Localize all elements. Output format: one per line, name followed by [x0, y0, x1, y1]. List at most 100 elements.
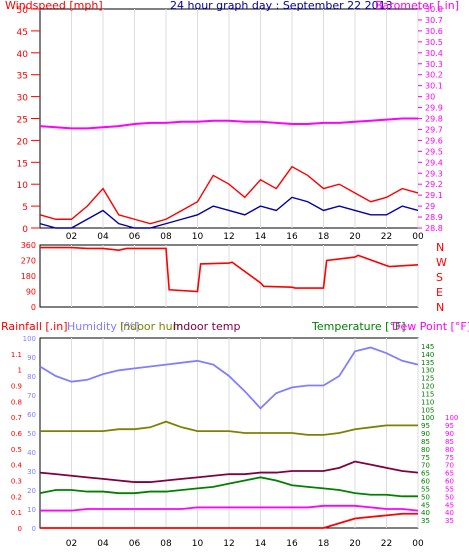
- humidity-tick-label: 100: [23, 335, 36, 343]
- rainfall-tick-label: 0.2: [11, 493, 22, 501]
- series-line-indoor-hum: [40, 420, 418, 436]
- hour-tick-label: 20: [349, 232, 361, 242]
- hour-tick-label: 04: [97, 232, 109, 242]
- rainfall-axis-ticks: 0 0.1 0.2 0.3 0.4 0.5 0.6 0.7 0.8 0.9 1 1.1: [11, 351, 23, 533]
- barometer-tick-label: 30.4: [425, 49, 443, 58]
- rainfall-tick-label: 0.8: [11, 398, 22, 406]
- temperature-tick-label: 90: [421, 430, 430, 438]
- barometer-tick-label: 29.1: [425, 191, 443, 200]
- barometer-tick-label: 29.5: [425, 147, 443, 156]
- barometer-tick-label: 28.8: [425, 224, 443, 233]
- barometer-tick-label: 29.6: [425, 136, 443, 145]
- series-line-rainfall-in-: [40, 512, 418, 529]
- barometer-tick-label: 29.3: [425, 169, 443, 178]
- direction-tick-label: 270: [21, 257, 36, 266]
- temperature-tick-label: 120: [421, 383, 434, 391]
- series-line-temperature-f-: [39, 476, 418, 498]
- windspeed-tick-label: 35: [17, 72, 28, 82]
- direction-tick-label: 90: [26, 288, 36, 297]
- dewpoint-tick-label: 70: [445, 462, 454, 470]
- dewpoint-tick-label: 80: [445, 446, 454, 454]
- hour-tick-label: 12: [223, 232, 234, 242]
- panel-wind-dir-left-ticks: 0 90 180 270 360: [21, 241, 36, 312]
- rainfall-tick-label: 1: [18, 367, 22, 375]
- chart-title: 24 hour graph day : September 22 2013: [170, 0, 393, 12]
- temperature-tick-label: 95: [421, 422, 430, 430]
- hour-tick-label: 08: [160, 539, 172, 549]
- barometer-tick-label: 30.6: [425, 27, 443, 36]
- panel-wind-baro-grid: [71, 9, 419, 228]
- windspeed-tick-label: 10: [17, 181, 29, 191]
- rainfall-tick-label: 0.7: [11, 414, 22, 422]
- panel-wind-baro-left-ticks: 0 5 10 15 20 25 30 35 40 45 50: [17, 6, 40, 235]
- temperature-tick-label: 70: [421, 462, 430, 470]
- windspeed-tick-label: 0: [22, 225, 28, 235]
- temperature-tick-label: 125: [421, 375, 434, 383]
- temperature-tick-label: 75: [421, 454, 430, 462]
- dewpoint-tick-label: 75: [445, 454, 454, 462]
- direction-tick-label: 180: [21, 272, 36, 281]
- temperature-tick-label: 60: [421, 478, 430, 486]
- panel-wind-dir-series: [40, 246, 419, 293]
- compass-label: N: [436, 241, 444, 254]
- dewpoint-tick-label: 55: [445, 485, 454, 493]
- temperature-tick-label: 80: [421, 446, 430, 454]
- temperature-tick-label: 130: [421, 367, 434, 375]
- hour-tick-label: 16: [286, 539, 298, 549]
- temperature-tick-label: 140: [421, 351, 434, 359]
- dewpoint-tick-label: 60: [445, 478, 454, 486]
- dewpoint-tick-label: 85: [445, 438, 454, 446]
- rainfall-tick-label: 1.1: [11, 351, 22, 359]
- temperature-axis-ticks: 3540455055606570758085909510010511011512…: [421, 343, 434, 525]
- legend-rainfall: Rainfall [.in]: [1, 320, 68, 333]
- direction-tick-label: 0: [31, 303, 36, 312]
- barometer-tick-label: 30.5: [425, 38, 443, 47]
- temperature-tick-label: 100: [421, 414, 434, 422]
- panel-weather-series: [39, 346, 419, 529]
- rainfall-tick-label: 0.3: [11, 478, 22, 486]
- compass-label: S: [436, 271, 443, 284]
- hour-tick-label: 18: [318, 232, 330, 242]
- hour-tick-label: 00: [412, 232, 424, 242]
- hour-tick-label: 14: [255, 539, 267, 549]
- compass-label: E: [436, 286, 443, 299]
- barometer-tick-label: 30.2: [425, 71, 443, 80]
- hour-tick-label: 04: [97, 539, 109, 549]
- temperature-tick-label: 65: [421, 470, 430, 478]
- hour-tick-label: 16: [286, 232, 298, 242]
- panel-weather-x-ticks: 02 04 06 08 10 12 14 16 18 20 22 00: [66, 539, 424, 549]
- temperature-tick-label: 45: [421, 501, 430, 509]
- barometer-axis-label: Barometer [.in]: [375, 0, 459, 12]
- humidity-tick-label: 40: [27, 449, 36, 457]
- dewpoint-tick-label: 35: [445, 517, 454, 525]
- windspeed-tick-label: 40: [17, 50, 29, 60]
- hour-tick-label: 18: [318, 539, 330, 549]
- series-line-wind: [39, 196, 419, 229]
- barometer-tick-label: 30.8: [425, 5, 443, 14]
- rainfall-tick-label: 0.4: [11, 462, 23, 470]
- rainfall-tick-label: 0.1: [11, 509, 22, 517]
- windspeed-axis-label: Windspeed [mph]: [5, 0, 103, 12]
- series-line-dew-point-f-: [40, 504, 419, 512]
- compass-label: N: [436, 301, 444, 314]
- temperature-tick-label: 135: [421, 359, 434, 367]
- legend-indoor-temp: Indoor temp: [173, 320, 240, 333]
- windspeed-tick-label: 5: [22, 203, 28, 213]
- humidity-tick-label: 80: [27, 373, 36, 381]
- windspeed-tick-label: 30: [17, 94, 29, 104]
- barometer-tick-label: 28.9: [425, 213, 443, 222]
- panel-wind-baro-series: [39, 117, 419, 229]
- hour-tick-label: 02: [66, 539, 77, 549]
- temperature-tick-label: 35: [421, 517, 430, 525]
- hour-tick-label: 06: [129, 539, 141, 549]
- barometer-tick-label: 29.9: [425, 104, 443, 113]
- panel-wind-baro-right-ticks: 28.828.92929.129.229.329.429.529.629.729…: [418, 5, 443, 233]
- humidity-tick-label: 70: [27, 392, 36, 400]
- barometer-tick-label: 30.3: [425, 60, 443, 69]
- hour-tick-label: 02: [66, 232, 77, 242]
- temperature-tick-label: 115: [421, 390, 434, 398]
- humidity-tick-label: 10: [27, 506, 36, 514]
